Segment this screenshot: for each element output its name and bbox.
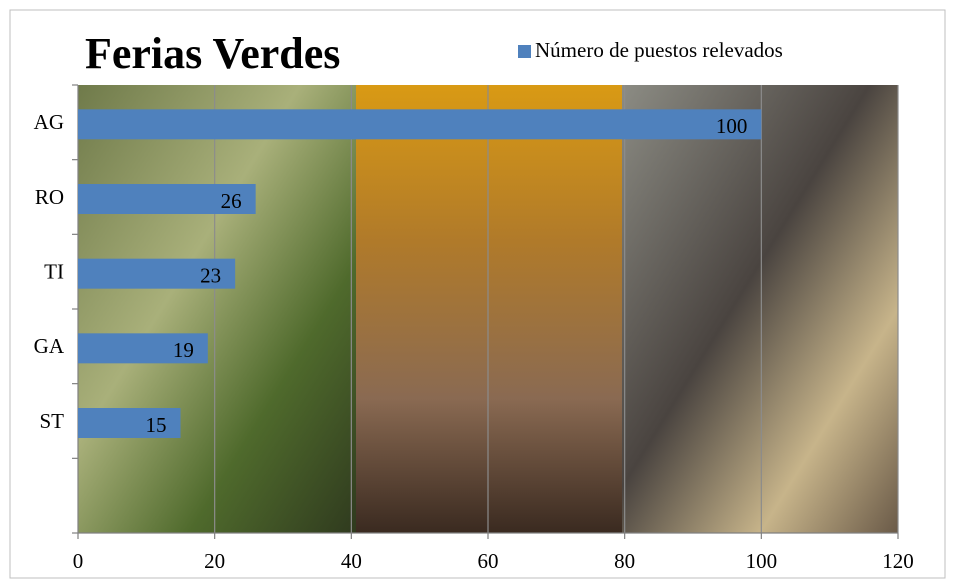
bar [78, 258, 236, 289]
x-tick-label: 40 [341, 549, 362, 573]
data-label: 26 [221, 189, 242, 213]
x-tick-label: 100 [746, 549, 778, 573]
y-tick-label: AG [34, 110, 64, 134]
x-tick-label: 0 [73, 549, 84, 573]
photo-panel [78, 85, 356, 533]
chart-title: Ferias Verdes [85, 29, 340, 78]
data-label: 19 [173, 338, 194, 362]
legend-swatch [518, 45, 531, 58]
bar [78, 109, 762, 140]
x-tick-label: 20 [204, 549, 225, 573]
x-tick-label: 80 [614, 549, 635, 573]
y-tick-label: TI [44, 259, 64, 283]
legend-label: Número de puestos relevados [535, 38, 783, 62]
y-tick-label: ST [39, 409, 64, 433]
bar [78, 333, 208, 364]
photo-panel [356, 85, 622, 533]
y-tick-label: GA [34, 334, 65, 358]
data-label: 23 [200, 263, 221, 287]
x-tick-label: 60 [478, 549, 499, 573]
bar [78, 408, 181, 438]
data-label: 100 [716, 114, 748, 138]
bar [78, 184, 256, 214]
photo-panel [622, 85, 898, 533]
data-label: 15 [146, 413, 167, 437]
y-tick-label: RO [35, 185, 64, 209]
x-tick-label: 120 [882, 549, 914, 573]
